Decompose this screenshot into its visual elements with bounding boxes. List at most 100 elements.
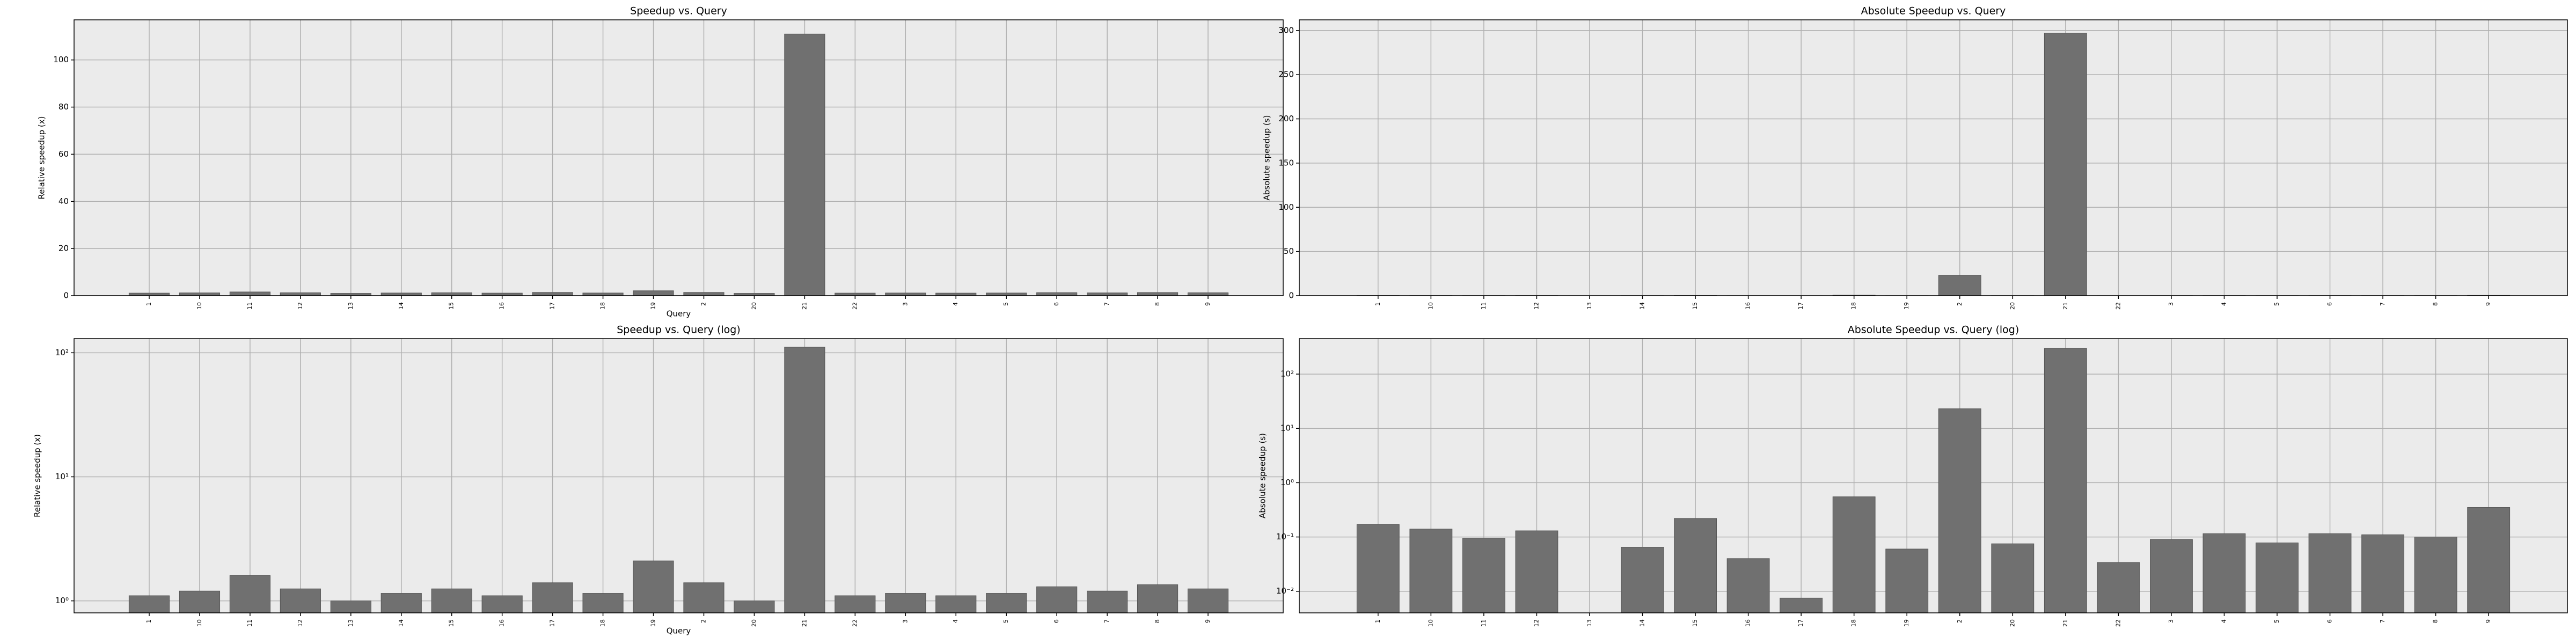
x-tick-label: 4 xyxy=(952,619,959,623)
y-axis-label: Relative speedup (x) xyxy=(33,434,42,517)
bar xyxy=(280,292,321,296)
y-tick-label: 10⁻² xyxy=(1276,586,1294,596)
x-tick-label: 12 xyxy=(1533,619,1540,627)
x-tick-label: 15 xyxy=(448,619,455,627)
x-tick-label: 11 xyxy=(1480,302,1487,310)
bar xyxy=(683,292,724,296)
subplot: 10⁰ 10¹ 10² 1 10 11 12 13 14 15 16 17 18 19 2 20 21 22 3 4 5… xyxy=(33,324,1284,636)
bar xyxy=(1885,548,1929,613)
x-tick-label: 14 xyxy=(398,302,405,310)
y-tick-label: 150 xyxy=(1278,158,1294,167)
bar xyxy=(582,593,624,613)
x-tick-label: 3 xyxy=(2168,302,2175,306)
x-tick-label: 2 xyxy=(700,302,707,306)
bar xyxy=(835,292,876,296)
bar xyxy=(532,292,573,296)
x-tick-label: 19 xyxy=(650,302,657,310)
bar xyxy=(1087,292,1128,296)
subplot: 0 20 40 60 80 100 1 10 11 12 13 14 15 16 17 18 19 2 20 21 22… xyxy=(37,5,1284,319)
bar xyxy=(582,292,624,296)
x-tick-label: 17 xyxy=(549,619,556,627)
y-tick-label: 40 xyxy=(58,196,69,206)
plot-area xyxy=(74,20,1283,296)
y-tick-label: 20 xyxy=(58,244,69,253)
plot-area xyxy=(1299,339,2567,613)
x-tick-label: 21 xyxy=(2062,302,2069,310)
x-tick-label: 18 xyxy=(1850,619,1857,627)
bar xyxy=(935,595,977,613)
x-tick-label: 6 xyxy=(2326,302,2333,306)
x-tick-label: 21 xyxy=(801,302,808,310)
chart-title: Absolute Speedup vs. Query xyxy=(1861,5,2006,17)
y-tick-label: 100 xyxy=(53,55,69,64)
x-tick-label: 3 xyxy=(902,619,909,623)
x-tick-label: 3 xyxy=(2168,619,2175,623)
x-tick-label: 1 xyxy=(1374,302,1381,306)
x-tick-label: 1 xyxy=(145,619,152,623)
x-axis-label: Query xyxy=(667,309,691,319)
bar xyxy=(835,595,876,613)
bar xyxy=(885,292,926,296)
bar xyxy=(2097,562,2140,613)
x-tick-label: 8 xyxy=(1154,619,1161,623)
bar xyxy=(1087,590,1128,613)
bar xyxy=(1991,543,2035,613)
x-tick-label: 15 xyxy=(1692,302,1699,310)
x-tick-label: 20 xyxy=(750,619,757,627)
axes-frame xyxy=(1299,338,2568,613)
bar xyxy=(1462,538,1505,613)
x-tick-label: 4 xyxy=(2220,302,2227,306)
y-tick-label: 10¹ xyxy=(55,472,69,481)
x-tick-label: 4 xyxy=(2220,619,2227,623)
bar xyxy=(1780,597,1823,613)
y-axis-label: Absolute speedup (s) xyxy=(1262,115,1272,201)
y-axis-label: Absolute speedup (s) xyxy=(1258,433,1268,518)
y-tick-label: 10⁰ xyxy=(55,596,69,605)
bar xyxy=(885,593,926,613)
x-tick-label: 9 xyxy=(2485,302,2492,306)
x-tick-label: 22 xyxy=(851,302,858,310)
bar xyxy=(1187,588,1229,613)
x-tick-label: 10 xyxy=(1427,302,1434,310)
bar xyxy=(330,601,371,613)
bar xyxy=(2308,533,2352,613)
x-tick-label: 7 xyxy=(2379,619,2386,623)
x-tick-label: 16 xyxy=(1745,619,1752,627)
y-tick-label: 10² xyxy=(55,348,69,357)
plot-area xyxy=(1299,20,2567,296)
x-tick-label: 16 xyxy=(499,619,506,627)
x-tick-label: 20 xyxy=(750,302,757,310)
x-tick-label: 11 xyxy=(246,302,253,310)
bar xyxy=(1621,547,1664,613)
bar xyxy=(784,33,825,296)
x-tick-label: 8 xyxy=(2432,619,2439,623)
x-tick-label: 14 xyxy=(398,619,405,627)
bar xyxy=(1674,518,1717,613)
x-tick-label: 12 xyxy=(1533,302,1540,310)
x-tick-label: 10 xyxy=(1427,619,1434,627)
bar xyxy=(2202,533,2246,613)
y-tick-label: 300 xyxy=(1278,25,1294,35)
bar xyxy=(431,588,472,613)
x-tick-label: 20 xyxy=(2009,619,2016,627)
x-tick-label: 5 xyxy=(1002,302,1009,306)
x-tick-label: 13 xyxy=(347,619,354,627)
bar xyxy=(784,347,825,613)
bar xyxy=(1938,275,1981,296)
x-tick-label: 19 xyxy=(650,619,657,627)
x-tick-label: 20 xyxy=(2009,302,2016,310)
bar xyxy=(1137,584,1179,613)
x-tick-label: 18 xyxy=(599,302,606,310)
bar xyxy=(1938,408,1981,613)
x-tick-label: 9 xyxy=(1204,619,1211,623)
x-tick-label: 10 xyxy=(196,302,203,310)
bar xyxy=(2044,33,2087,296)
x-tick-label: 6 xyxy=(2326,619,2333,623)
plot-area xyxy=(74,339,1283,613)
bar xyxy=(1726,558,1770,613)
x-tick-label: 8 xyxy=(2432,302,2439,306)
bar xyxy=(128,292,170,296)
bar xyxy=(481,292,523,296)
y-tick-label: 80 xyxy=(58,102,69,112)
